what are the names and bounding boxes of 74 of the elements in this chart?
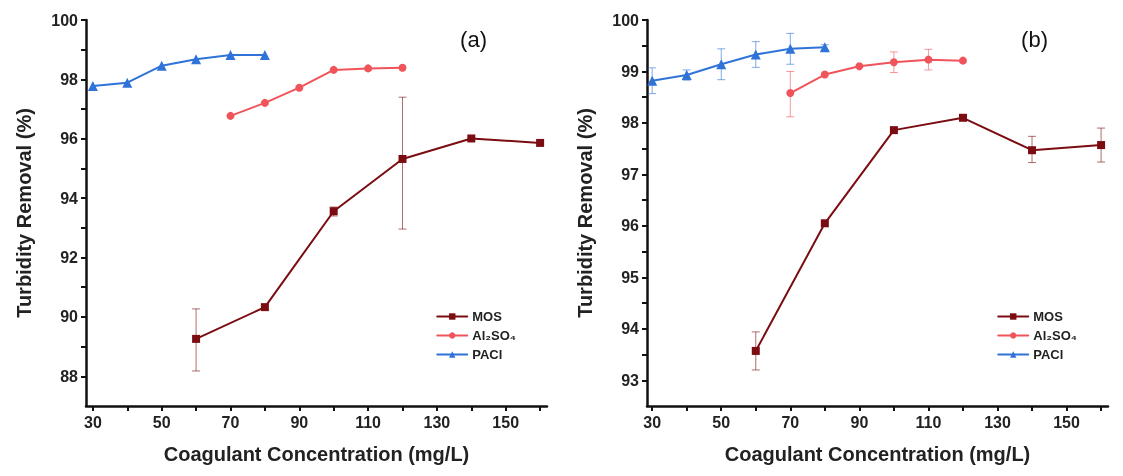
- point: [295, 83, 304, 92]
- point: [192, 334, 201, 343]
- legend-label: PACl: [472, 347, 503, 362]
- y-tick-label: 94: [621, 320, 640, 338]
- legend-label: MOS: [472, 309, 503, 324]
- point: [958, 56, 967, 65]
- x-tick-label: 130: [423, 413, 451, 431]
- point: [225, 50, 236, 61]
- y-tick-label: 99: [621, 62, 640, 80]
- point: [924, 55, 933, 64]
- x-tick-label: 50: [712, 413, 731, 431]
- y-tick-label: 100: [612, 11, 640, 29]
- y-axis-title: Turbidity Removal (%): [13, 108, 35, 318]
- point: [156, 60, 167, 71]
- y-tick-label: 98: [621, 114, 640, 132]
- x-tick-label: 150: [492, 413, 520, 431]
- x-tick-label: 130: [984, 413, 1011, 431]
- point: [467, 134, 476, 143]
- point: [958, 113, 967, 122]
- legend-label: Al₂SO₄: [472, 328, 517, 343]
- y-tick-label: 96: [621, 217, 640, 235]
- point: [87, 80, 98, 91]
- x-tick-label: 90: [290, 413, 309, 431]
- point: [786, 89, 795, 98]
- y-tick-label: 90: [60, 308, 79, 326]
- x-tick-label: 110: [355, 413, 382, 431]
- x-axis-title: Coagulant Concentration (mg/L): [724, 443, 1031, 465]
- x-tick-label: 70: [221, 413, 240, 431]
- point: [398, 154, 407, 163]
- point: [364, 64, 373, 73]
- legend-label: Al₂SO₄: [1033, 328, 1078, 343]
- y-tick-label: 93: [621, 371, 640, 389]
- x-tick-label: 110: [915, 413, 942, 431]
- y-axis-title: Turbidity Removal (%): [574, 108, 596, 318]
- x-tick-label: 150: [1053, 413, 1081, 431]
- point: [329, 65, 338, 74]
- y-tick-label: 100: [51, 11, 79, 29]
- x-tick-label: 30: [83, 413, 102, 431]
- x-axis-title: Coagulant Concentration (mg/L): [163, 443, 470, 465]
- point: [716, 59, 727, 70]
- point: [1097, 141, 1106, 150]
- point: [785, 43, 796, 54]
- point: [1028, 146, 1037, 155]
- point: [260, 303, 269, 312]
- point: [820, 70, 829, 79]
- point: [259, 50, 270, 61]
- point: [226, 111, 235, 120]
- x-tick-label: 70: [781, 413, 800, 431]
- y-tick-label: 92: [60, 249, 79, 267]
- legend-label: PACl: [1033, 347, 1064, 362]
- point: [750, 49, 761, 60]
- y-tick-label: 96: [60, 130, 79, 148]
- x-tick-label: 30: [643, 413, 662, 431]
- point: [536, 138, 545, 147]
- point: [260, 98, 269, 107]
- x-tick-label: 50: [152, 413, 171, 431]
- point: [855, 62, 864, 71]
- point: [889, 58, 898, 67]
- legend-label: MOS: [1033, 309, 1064, 324]
- point: [889, 126, 898, 135]
- annotation: (b): [1021, 26, 1048, 52]
- x-tick-label: 90: [850, 413, 869, 431]
- point: [751, 346, 760, 355]
- point: [122, 77, 133, 88]
- point: [820, 219, 829, 228]
- annotation: (a): [460, 26, 487, 52]
- point: [647, 75, 658, 86]
- point: [191, 54, 202, 65]
- point: [398, 63, 407, 72]
- y-tick-label: 95: [621, 268, 640, 286]
- y-tick-label: 94: [60, 189, 79, 207]
- y-tick-label: 98: [60, 70, 79, 88]
- y-tick-label: 88: [60, 367, 79, 385]
- y-tick-label: 97: [621, 165, 640, 183]
